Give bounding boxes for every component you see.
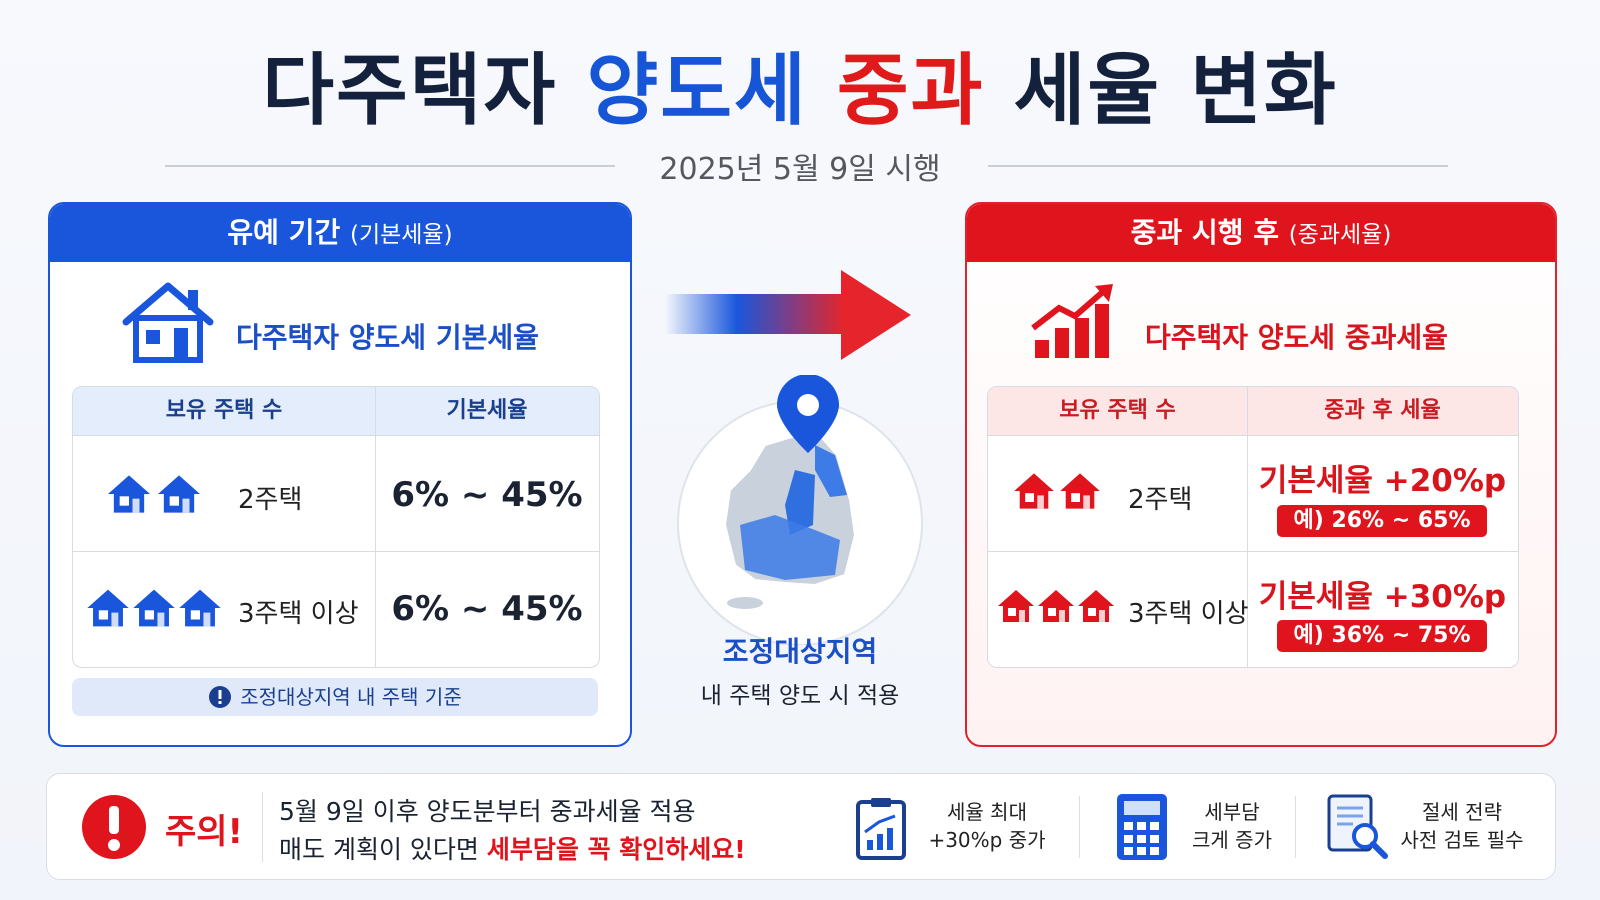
row-divider <box>988 551 1518 552</box>
divider <box>1295 796 1296 858</box>
row-divider <box>73 551 599 552</box>
title-part: 양도세 <box>586 46 808 136</box>
title: 다주택자 양도세 중과 세율 변화 <box>0 28 1600 140</box>
tip: 세율 최대 +30%p 중가 <box>907 798 1067 854</box>
header-note: (기본세율) <box>349 222 453 248</box>
row-divider <box>73 435 599 436</box>
rate-table: 보유 주택 수 중과 후 세율 2주택 기본세율 +20%p 예) 26% ~ … <box>987 386 1519 668</box>
column-divider <box>1247 387 1248 667</box>
header-text: 유예 기간 <box>227 216 341 249</box>
tip-line: 크게 증가 <box>1192 828 1272 852</box>
column-header: 중과 후 세율 <box>1247 387 1518 435</box>
column-header: 보유 주택 수 <box>988 387 1247 435</box>
row-divider <box>988 435 1518 436</box>
warning-bar: 주의! 5월 9일 이후 양도분부터 중과세율 적용 매도 계획이 있다면 세부… <box>46 773 1556 880</box>
rate: 기본세율 +30%p <box>1258 579 1507 615</box>
column-header: 기본세율 <box>375 387 599 435</box>
tip-line: 세율 최대 <box>947 800 1027 824</box>
divider <box>988 165 1448 167</box>
map-badge <box>677 375 923 645</box>
panel-grace: 유예 기간 (기본세율) 다주택자 양도세 기본세율 보유 주택 수 기본세율 … <box>48 202 632 747</box>
note: 조정대상지역 내 주택 기준 <box>72 678 598 716</box>
search-doc-icon <box>1327 794 1388 859</box>
panel-surcharge: 중과 시행 후 (중과세율) 다주택자 양도세 중과세율 보유 주택 수 중과 … <box>965 202 1557 747</box>
warning-text: 매도 계획이 있다면 <box>279 835 479 864</box>
divider <box>262 792 263 862</box>
house-count: 2주택 <box>238 485 303 515</box>
rate-example: 예) 26% ~ 65% <box>1277 505 1487 537</box>
tip-line: 사전 검토 필수 <box>1400 828 1524 852</box>
title-part: 세율 변화 <box>1013 46 1338 136</box>
tip-line: 세부담 <box>1204 800 1260 824</box>
divider <box>165 165 615 167</box>
header-text: 중과 시행 후 <box>1130 216 1279 249</box>
divider <box>1079 796 1080 858</box>
panel-header: 중과 시행 후 (중과세율) <box>967 204 1555 262</box>
header-note: (중과세율) <box>1288 222 1392 248</box>
info-icon <box>209 686 232 708</box>
panel-heading: 다주택자 양도세 기본세율 <box>236 321 539 354</box>
tip-line: 절세 전략 <box>1422 800 1502 824</box>
title-part: 다주택자 <box>262 46 558 136</box>
title-part: 중과 <box>836 46 985 136</box>
houses-icon <box>87 589 221 627</box>
houses-icon <box>1014 473 1100 509</box>
chart-icon <box>1031 284 1113 358</box>
column-header: 보유 주택 수 <box>73 387 375 435</box>
note-text: 조정대상지역 내 주택 기준 <box>240 685 462 709</box>
house-count: 2주택 <box>1128 485 1193 515</box>
subtitle: 2025년 5월 9일 시행 <box>659 152 941 187</box>
rate: 기본세율 +20%p <box>1258 463 1507 499</box>
calculator-icon <box>1117 794 1167 860</box>
warning-line: 5월 9일 이후 양도분부터 중과세율 적용 <box>279 797 696 826</box>
panel-header: 유예 기간 (기본세율) <box>50 204 630 262</box>
panel-heading: 다주택자 양도세 중과세율 <box>1145 321 1448 354</box>
report-icon <box>856 798 906 860</box>
center-sublabel: 내 주택 양도 시 적용 <box>700 683 900 709</box>
tip-line: +30%p 중가 <box>928 828 1046 852</box>
warning-line: 매도 계획이 있다면 세부담을 꼭 확인하세요! <box>279 830 746 866</box>
warning-highlight: 세부담을 꼭 확인하세요! <box>486 835 746 864</box>
rate: 6% ~ 45% <box>391 589 583 629</box>
rate: 6% ~ 45% <box>391 475 583 515</box>
rate-example: 예) 36% ~ 75% <box>1277 620 1487 652</box>
house-count: 3주택 이상 <box>1128 599 1249 629</box>
column-divider <box>375 387 376 667</box>
houses-icon <box>998 590 1114 622</box>
house-icon <box>122 282 214 363</box>
warning-label: 주의! <box>165 812 244 852</box>
center-label: 조정대상지역 <box>722 635 878 668</box>
houses-icon <box>108 475 200 513</box>
alert-icon <box>82 795 146 859</box>
rate-table: 보유 주택 수 기본세율 2주택 6% ~ 45% 3주택 이상 6% ~ 45… <box>72 386 600 668</box>
house-count: 3주택 이상 <box>238 599 359 629</box>
transition-arrow <box>665 270 911 360</box>
